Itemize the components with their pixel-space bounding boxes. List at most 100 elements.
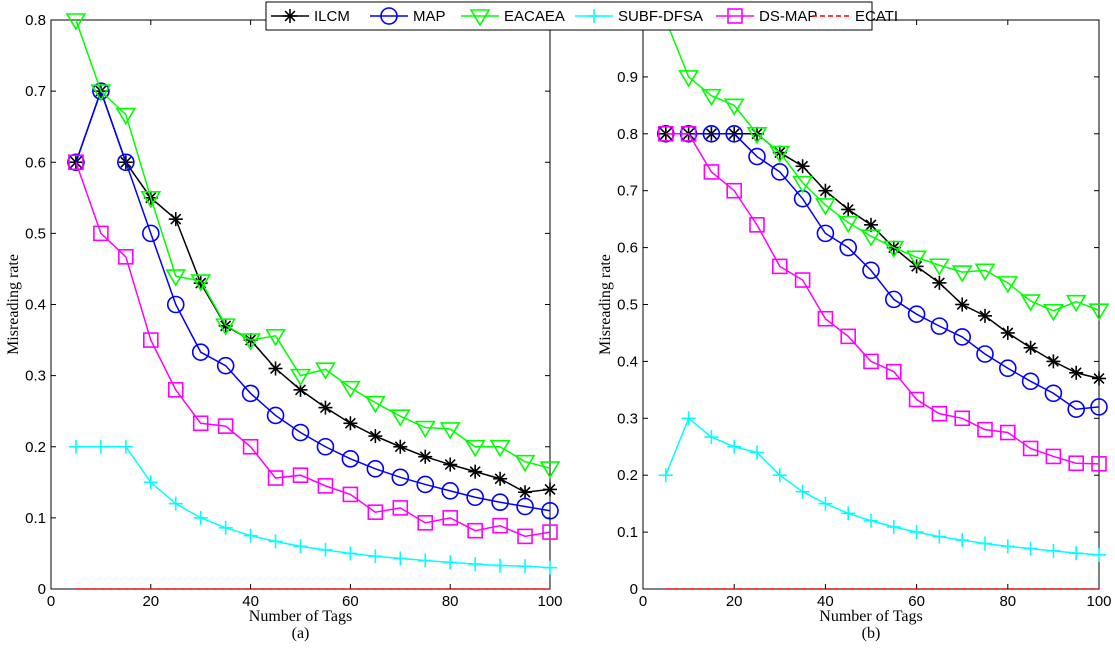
data-point-eacaea [190, 274, 212, 292]
chart-panel-b: 0 20 40 60 80 100 0 0.1 0.2 0.3 0.4 0.5 0.6 0.7 0.8 0.9… [597, 12, 1112, 642]
data-point-ilcm [978, 308, 992, 323]
y-tick-label: 0.6 [617, 240, 638, 257]
data-point-ilcm [1046, 354, 1061, 369]
data-point-subf-dfsa [704, 430, 719, 445]
data-point-subf-dfsa [818, 496, 833, 511]
data-point-eacaea [240, 333, 262, 351]
data-point-ilcm [168, 212, 183, 227]
data-point-map [316, 437, 335, 456]
data-point-map [976, 345, 994, 363]
data-point-subf-dfsa [978, 536, 992, 551]
data-point-ds-map [977, 421, 993, 438]
y-tick-label: 0 [38, 581, 46, 598]
data-point-subf-dfsa [932, 529, 947, 544]
legend-entry-subf-dfsa: SUBF-DFSA [575, 8, 703, 25]
y-tick-label: 0.4 [617, 353, 638, 370]
data-point-ilcm [818, 183, 833, 198]
data-point-eacaea [464, 439, 486, 458]
data-point-subf-dfsa [168, 496, 183, 511]
series-ilcm [658, 126, 1106, 386]
data-point-ilcm [418, 449, 433, 464]
data-point-ilcm [443, 457, 458, 472]
data-point-map [1067, 400, 1085, 418]
series-line-eacaea [75, 19, 551, 469]
y-tick-label: 0.5 [617, 297, 638, 314]
legend-marker [727, 8, 743, 24]
panel-caption: (b) [862, 625, 881, 642]
data-point-eacaea [700, 88, 722, 107]
data-point-map [366, 459, 385, 478]
x-tick-label: 40 [242, 593, 259, 610]
data-point-subf-dfsa [93, 439, 108, 454]
data-point-subf-dfsa [1069, 546, 1084, 561]
data-point-ilcm [393, 439, 408, 454]
data-point-map [266, 406, 285, 425]
data-point-map [998, 359, 1017, 378]
data-point-ilcm [493, 471, 508, 486]
data-point-ilcm [955, 297, 970, 312]
data-point-map [725, 125, 744, 143]
data-point-ds-map [492, 517, 508, 534]
data-point-ds-map [93, 225, 109, 242]
data-point-subf-dfsa [368, 549, 383, 564]
data-point-subf-dfsa [293, 539, 308, 554]
data-point-map [291, 423, 310, 442]
data-point-map [862, 261, 880, 280]
data-point-ilcm [1069, 365, 1084, 380]
data-point-ds-map [885, 363, 902, 380]
data-point-subf-dfsa [1046, 543, 1061, 558]
series-ilcm [68, 84, 557, 500]
x-tick-label: 100 [537, 593, 562, 610]
data-point-eacaea [1020, 294, 1042, 312]
data-point-ilcm [795, 159, 810, 174]
series-map [656, 125, 1108, 418]
data-point-subf-dfsa [727, 439, 742, 454]
data-point-eacaea [140, 191, 162, 209]
data-point-subf-dfsa [393, 551, 408, 566]
data-point-ilcm [518, 485, 533, 500]
y-tick-label: 0.4 [25, 297, 46, 314]
data-point-map [466, 488, 484, 507]
data-point-subf-dfsa [243, 528, 258, 543]
data-point-ds-map [1045, 448, 1062, 465]
data-point-map [907, 305, 926, 323]
data-point-eacaea [928, 258, 950, 276]
data-point-eacaea [997, 276, 1019, 294]
legend-label: SUBF-DFSA [618, 8, 703, 25]
data-point-ds-map [840, 328, 857, 345]
data-point-ds-map [1068, 455, 1084, 472]
series-line-map [75, 88, 551, 512]
data-point-ds-map [267, 470, 284, 486]
data-point-ds-map [1022, 440, 1039, 457]
data-point-ds-map [292, 467, 309, 484]
legend-marker [380, 7, 398, 25]
data-point-eacaea [315, 362, 336, 380]
data-point-eacaea [723, 98, 745, 116]
data-point-subf-dfsa [118, 439, 133, 454]
data-point-ilcm [343, 416, 358, 431]
data-point-subf-dfsa [468, 557, 483, 572]
data-point-ds-map [817, 310, 834, 327]
data-point-eacaea [65, 13, 87, 31]
data-point-eacaea [814, 198, 836, 216]
data-point-ilcm [368, 429, 383, 444]
data-point-subf-dfsa [750, 445, 764, 460]
data-point-subf-dfsa [143, 475, 158, 490]
y-tick-label: 0.8 [617, 126, 638, 143]
data-point-eacaea [860, 229, 882, 247]
data-point-eacaea [769, 145, 791, 164]
data-point-ds-map [342, 486, 359, 503]
series-eacaea [655, 13, 1110, 322]
x-tick-label: 20 [142, 593, 159, 610]
data-point-map [839, 238, 858, 257]
data-point-map [441, 482, 460, 500]
data-point-eacaea [883, 240, 905, 259]
series-line-subf-dfsa [75, 446, 551, 569]
legend-label: EACAEA [504, 8, 565, 25]
data-point-subf-dfsa [418, 553, 433, 568]
y-tick-label: 0.9 [617, 69, 638, 86]
y-axis-label: Misreading rate [597, 254, 614, 355]
data-point-ilcm [841, 202, 856, 217]
legend-label: ECATI [855, 8, 898, 25]
data-point-eacaea [539, 461, 561, 479]
